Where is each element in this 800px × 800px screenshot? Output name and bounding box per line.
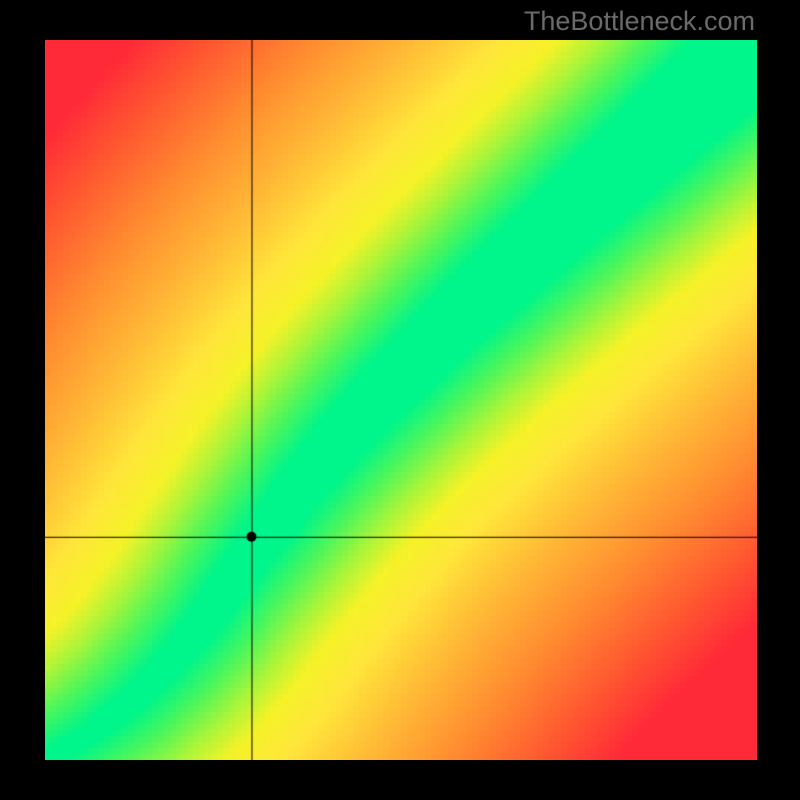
bottleneck-heatmap: [45, 40, 757, 760]
chart-container: [45, 40, 757, 760]
watermark-text: TheBottleneck.com: [524, 6, 755, 37]
